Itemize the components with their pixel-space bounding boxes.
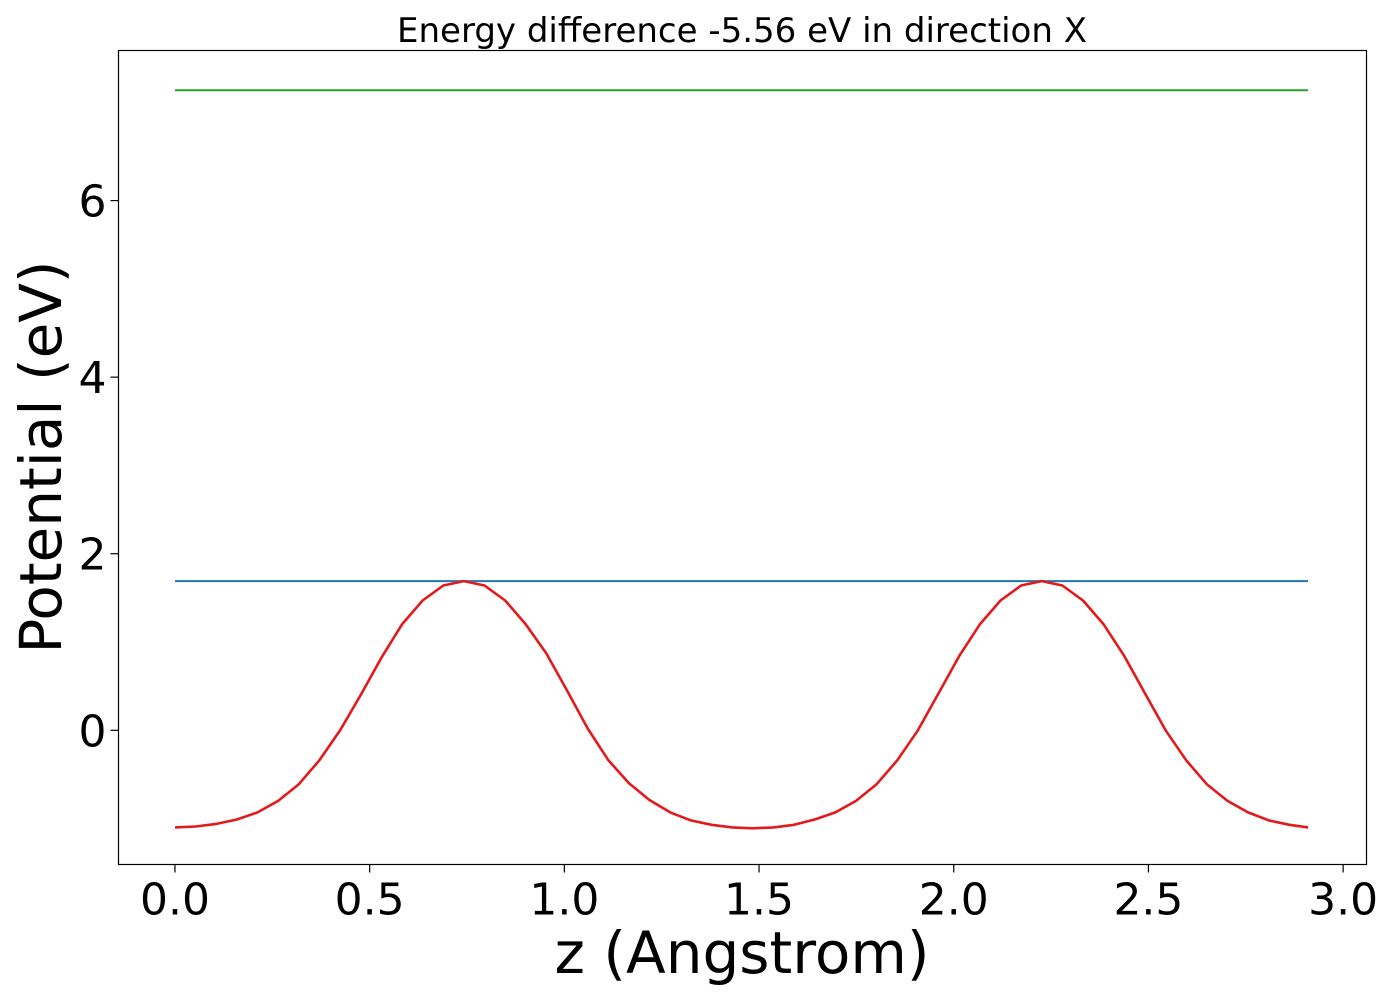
y-tick-label: 2	[79, 530, 107, 581]
x-axis-label: z (Angstrom)	[555, 919, 930, 987]
x-tick-label: 3.0	[1308, 875, 1378, 926]
x-tick-label: 2.5	[1113, 875, 1183, 926]
series-layer	[174, 89, 1309, 830]
x-tick-label: 0.0	[140, 875, 210, 926]
x-tick-label: 0.5	[335, 875, 405, 926]
y-axis-label: Potential (eV)	[7, 260, 75, 653]
y-tick-label: 4	[79, 353, 107, 404]
y-tick-label: 0	[79, 706, 107, 757]
x-axis: 0.0 0.5 1.0 1.5 2.0 2.5 3.0	[140, 864, 1378, 926]
plot-frame	[117, 49, 1368, 866]
x-tick-label: 1.0	[529, 875, 599, 926]
chart-title: Energy difference -5.56 eV in direction …	[397, 11, 1087, 51]
y-axis: 0 2 4 6	[79, 177, 119, 757]
x-tick-label: 1.5	[724, 875, 794, 926]
x-tick-label: 2.0	[919, 875, 989, 926]
y-tick-label: 6	[79, 177, 107, 228]
series-line-3	[174, 579, 1309, 830]
